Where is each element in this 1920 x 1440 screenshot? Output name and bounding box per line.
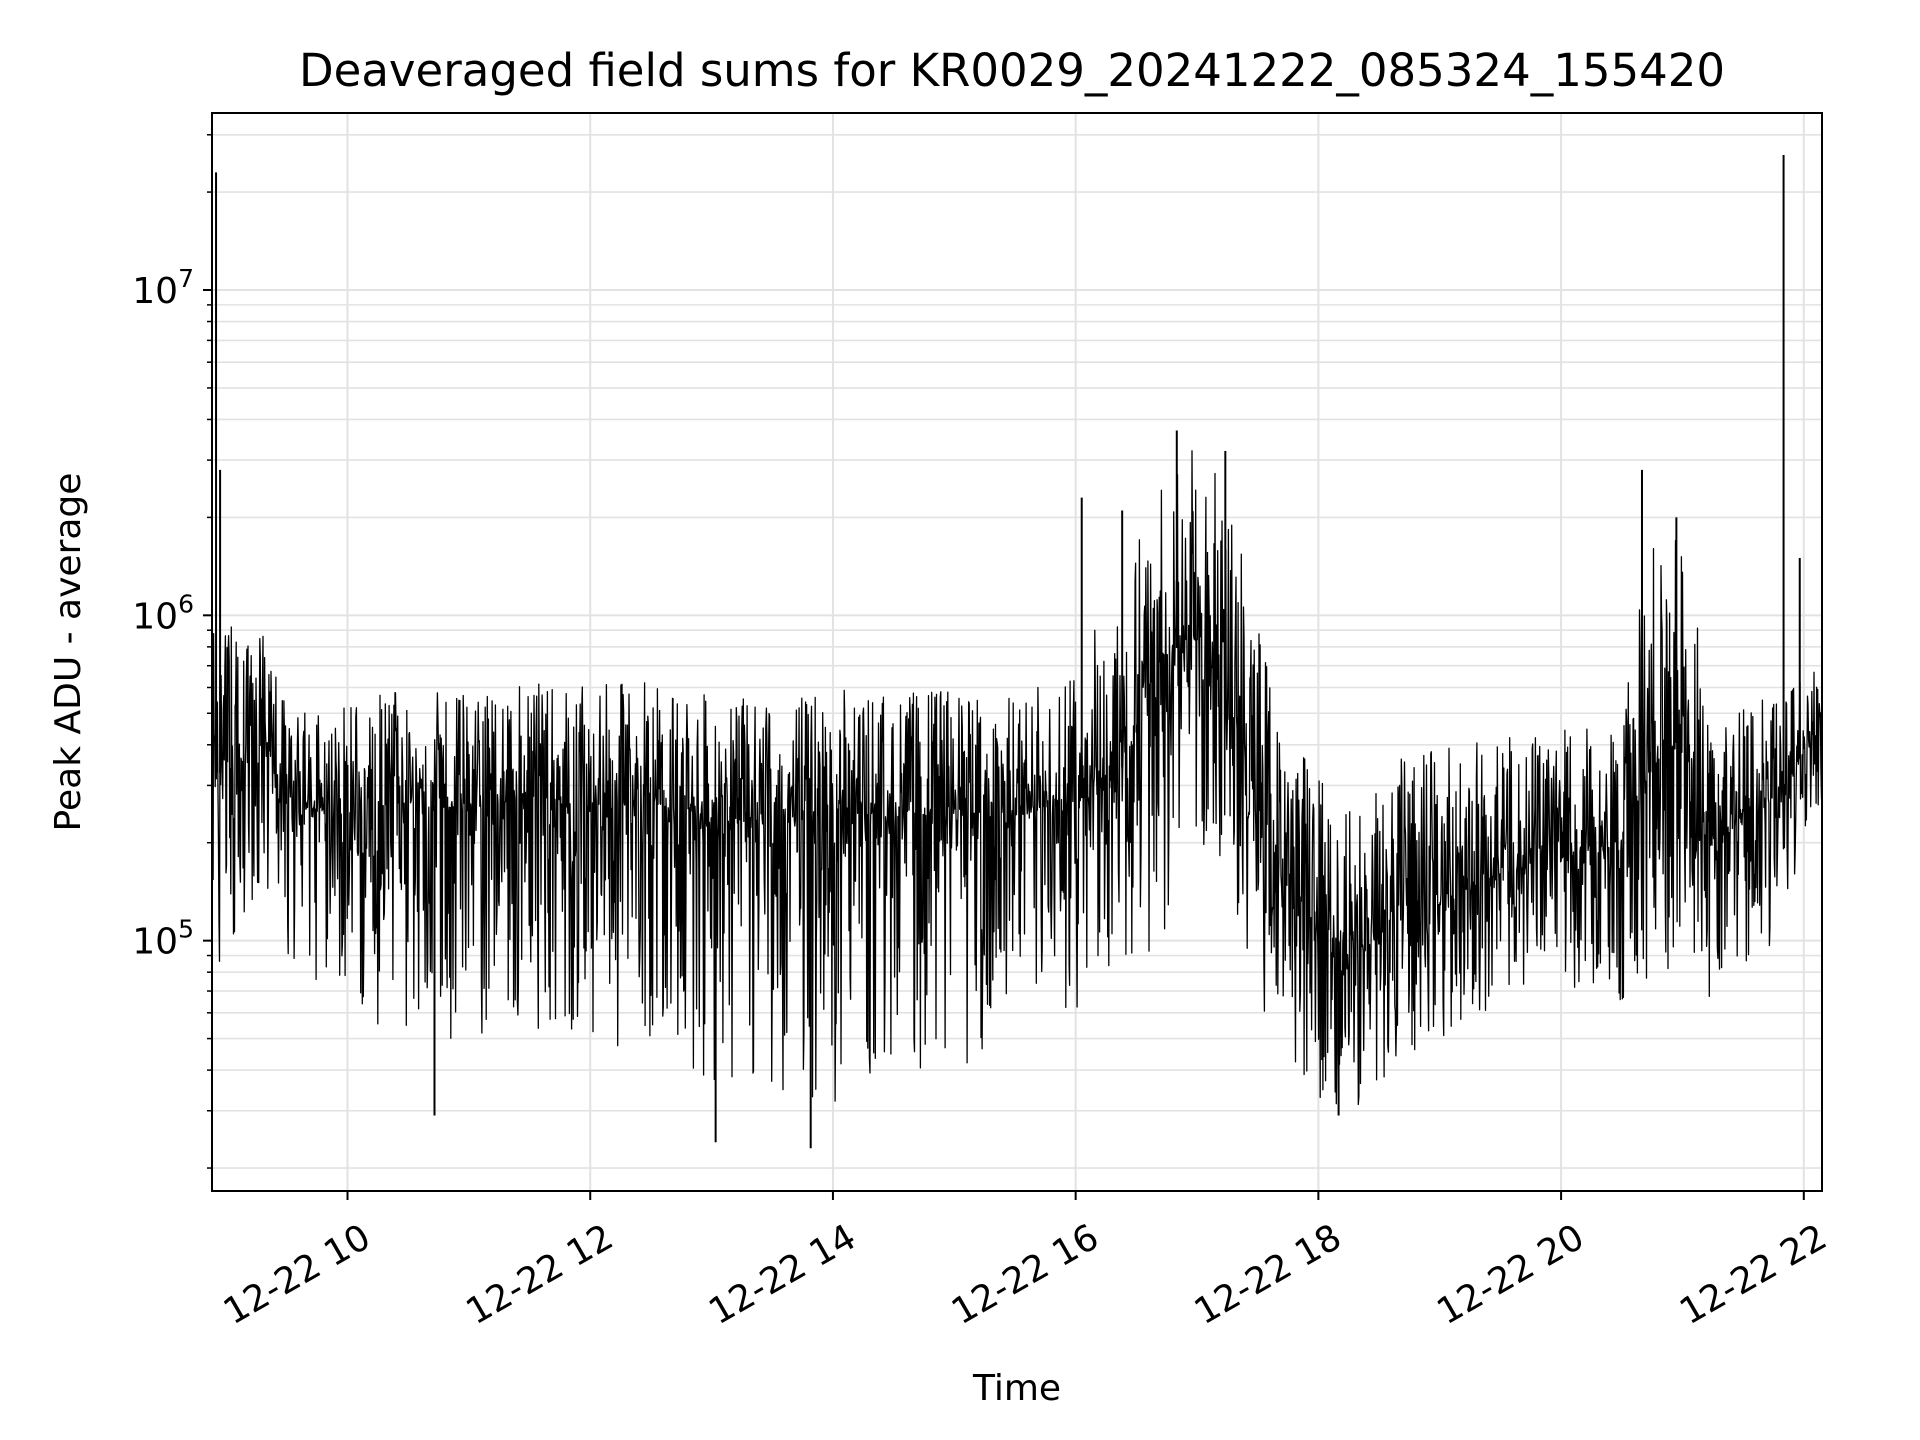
y-tick-label: 106 bbox=[132, 589, 194, 637]
y-tick-label: 107 bbox=[132, 264, 194, 312]
y-tick-base: 10 bbox=[132, 922, 178, 963]
y-tick-exponent: 5 bbox=[178, 915, 194, 944]
grid bbox=[212, 113, 1822, 1191]
data-series bbox=[211, 154, 1823, 1149]
y-tick-label: 105 bbox=[132, 915, 194, 963]
y-tick-base: 10 bbox=[132, 596, 178, 637]
plot-frame bbox=[211, 112, 1823, 1192]
y-tick-exponent: 7 bbox=[178, 264, 194, 293]
y-tick-exponent: 6 bbox=[178, 589, 194, 618]
chart-title: Deaveraged field sums for KR0029_2024122… bbox=[299, 44, 1725, 97]
series-line bbox=[211, 450, 1823, 1106]
x-axis-label: Time bbox=[972, 1368, 1061, 1409]
y-tick-base: 10 bbox=[132, 271, 178, 312]
y-axis-label: Peak ADU - average bbox=[48, 473, 89, 832]
